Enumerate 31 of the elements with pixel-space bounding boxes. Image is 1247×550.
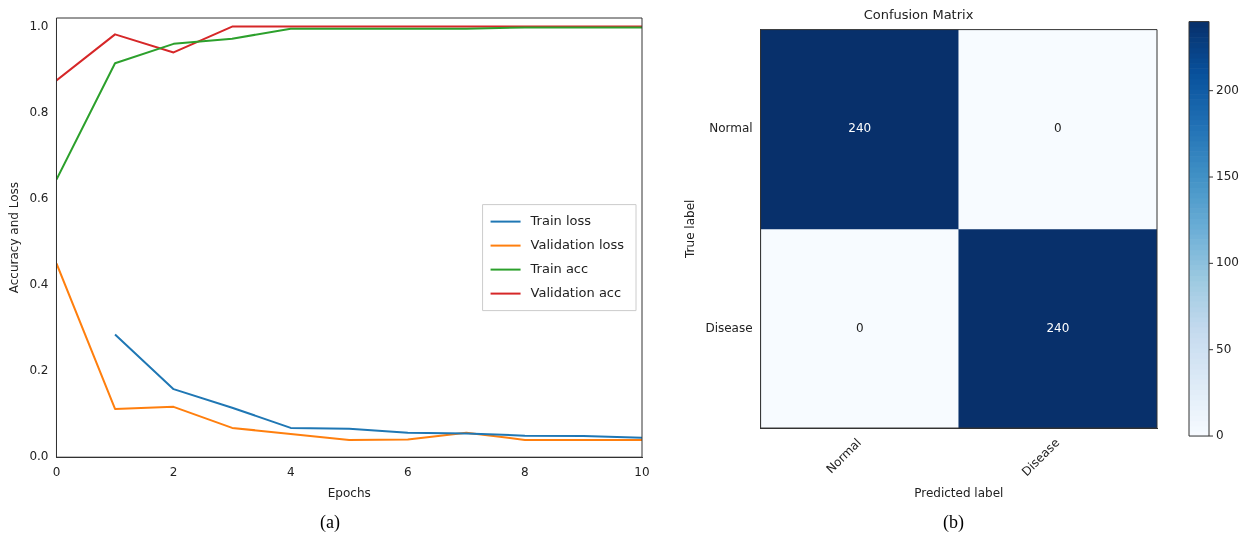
y-tick-label: 0.0: [29, 449, 49, 464]
data-label: 240: [1046, 320, 1070, 335]
data-label: 0: [855, 320, 864, 335]
data-label: 240: [848, 121, 872, 136]
legend-label: Validation loss: [530, 236, 625, 252]
x-tick-label: 2: [169, 464, 178, 479]
color-bar-label: 100: [1216, 255, 1239, 270]
x-axis-title: Epochs: [327, 485, 371, 500]
x-axis-title: Predicted label: [914, 485, 1004, 500]
data-label: 0: [1054, 121, 1062, 136]
color-bar-label: 50: [1216, 341, 1232, 356]
chart-title: Confusion Matrix: [863, 7, 974, 23]
color-bar-label: 150: [1216, 169, 1239, 184]
y-tick-label: 0.2: [29, 363, 49, 378]
y-axis-title: True label: [683, 199, 698, 259]
y-tick-label: 1.0: [29, 18, 49, 33]
text: (a): [319, 512, 341, 533]
x-tick-label: 8: [521, 464, 529, 479]
legend-label: Train loss: [529, 212, 592, 228]
x-tick-label: 6: [403, 464, 412, 479]
x-tick-label: 10: [634, 464, 650, 479]
color-bar-label: 200: [1216, 82, 1239, 97]
legend-label: Validation acc: [530, 284, 622, 300]
legend-label: Train acc: [529, 260, 589, 276]
y-axis-title: Accuracy and Loss: [7, 181, 22, 294]
x-tick-label: 4: [286, 464, 295, 479]
y-tick-label: 0.6: [29, 190, 49, 205]
y-tick-label: 0.8: [29, 104, 49, 119]
y-tick-label: 0.4: [29, 277, 49, 292]
x-tick-label: 0: [52, 464, 61, 479]
text: (b): [942, 512, 965, 533]
